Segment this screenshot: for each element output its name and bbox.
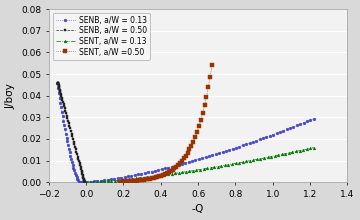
SENT, a/W =0.50 bbox=[138, 179, 143, 182]
SENT, a/W =0.50 bbox=[127, 180, 131, 182]
SENT, a/W =0.50 bbox=[144, 178, 148, 181]
SENT, a/W =0.50 bbox=[210, 64, 214, 66]
SENT, a/W = 0.13 bbox=[280, 153, 284, 156]
SENT, a/W =0.50 bbox=[201, 112, 205, 114]
SENB, a/W = 0.13 bbox=[180, 163, 184, 165]
SENT, a/W =0.50 bbox=[204, 95, 208, 98]
SENB, a/W = 0.13 bbox=[153, 169, 157, 172]
SENB, a/W = 0.50 bbox=[78, 166, 83, 169]
SENB, a/W = 0.13 bbox=[70, 161, 74, 163]
SENB, a/W = 0.13 bbox=[73, 172, 77, 174]
SENT, a/W = 0.13 bbox=[138, 177, 142, 179]
SENT, a/W =0.50 bbox=[135, 179, 139, 182]
SENT, a/W =0.50 bbox=[208, 75, 212, 78]
SENB, a/W = 0.50 bbox=[56, 81, 60, 84]
SENT, a/W =0.50 bbox=[136, 179, 141, 182]
SENT, a/W =0.50 bbox=[195, 131, 199, 133]
Line: SENT, a/W = 0.13: SENT, a/W = 0.13 bbox=[85, 146, 315, 184]
SENT, a/W =0.50 bbox=[197, 125, 201, 128]
SENT, a/W =0.50 bbox=[125, 180, 130, 183]
SENB, a/W = 0.50 bbox=[76, 155, 80, 158]
SENT, a/W =0.50 bbox=[140, 179, 144, 181]
SENT, a/W =0.50 bbox=[172, 167, 176, 169]
SENT, a/W =0.50 bbox=[155, 176, 159, 178]
SENT, a/W =0.50 bbox=[161, 174, 165, 176]
SENT, a/W =0.50 bbox=[153, 176, 158, 179]
SENB, a/W = 0.13 bbox=[288, 127, 292, 129]
SENT, a/W = 0.13 bbox=[201, 168, 206, 170]
X-axis label: -Q: -Q bbox=[192, 204, 204, 214]
SENB, a/W = 0.50 bbox=[77, 162, 82, 165]
SENT, a/W =0.50 bbox=[193, 136, 197, 138]
SENB, a/W = 0.13 bbox=[298, 123, 302, 125]
SENT, a/W =0.50 bbox=[176, 163, 180, 166]
SENT, a/W =0.50 bbox=[199, 119, 203, 121]
SENT, a/W =0.50 bbox=[163, 173, 167, 175]
SENT, a/W =0.50 bbox=[148, 177, 152, 180]
SENT, a/W =0.50 bbox=[187, 148, 192, 151]
SENT, a/W =0.50 bbox=[131, 180, 135, 182]
SENB, a/W = 0.50 bbox=[64, 112, 68, 114]
SENT, a/W =0.50 bbox=[121, 180, 126, 183]
SENT, a/W =0.50 bbox=[157, 175, 162, 178]
Line: SENB, a/W = 0.13: SENB, a/W = 0.13 bbox=[56, 81, 315, 184]
SENT, a/W =0.50 bbox=[167, 171, 171, 173]
SENT, a/W =0.50 bbox=[133, 180, 137, 182]
SENT, a/W =0.50 bbox=[165, 172, 169, 174]
SENT, a/W =0.50 bbox=[189, 144, 194, 147]
SENT, a/W =0.50 bbox=[150, 177, 154, 180]
Y-axis label: J/bσy: J/bσy bbox=[5, 83, 15, 109]
SENB, a/W = 0.13 bbox=[55, 81, 59, 84]
SENT, a/W = 0.13 bbox=[305, 148, 309, 150]
SENT, a/W = 0.13 bbox=[84, 181, 88, 183]
SENT, a/W =0.50 bbox=[159, 174, 163, 177]
SENB, a/W = 0.50 bbox=[76, 158, 81, 160]
Line: SENB, a/W = 0.50: SENB, a/W = 0.50 bbox=[57, 82, 86, 183]
SENT, a/W =0.50 bbox=[174, 165, 179, 168]
SENT, a/W =0.50 bbox=[120, 180, 124, 183]
SENT, a/W = 0.13 bbox=[152, 175, 156, 178]
SENB, a/W = 0.13 bbox=[312, 117, 316, 120]
SENT, a/W =0.50 bbox=[184, 154, 188, 157]
SENB, a/W = 0.13 bbox=[77, 181, 82, 183]
SENT, a/W = 0.13 bbox=[312, 146, 316, 149]
SENT, a/W = 0.13 bbox=[180, 171, 184, 174]
SENT, a/W =0.50 bbox=[146, 178, 150, 180]
SENT, a/W =0.50 bbox=[191, 140, 195, 143]
SENT, a/W =0.50 bbox=[202, 104, 207, 107]
SENT, a/W =0.50 bbox=[118, 180, 122, 183]
SENT, a/W =0.50 bbox=[178, 161, 182, 164]
SENT, a/W =0.50 bbox=[180, 160, 184, 162]
SENT, a/W =0.50 bbox=[185, 151, 190, 154]
SENT, a/W =0.50 bbox=[168, 170, 173, 172]
SENT, a/W =0.50 bbox=[129, 180, 133, 182]
SENT, a/W =0.50 bbox=[142, 178, 147, 181]
SENB, a/W = 0.50 bbox=[81, 174, 85, 177]
SENT, a/W =0.50 bbox=[123, 180, 127, 183]
Line: SENT, a/W =0.50: SENT, a/W =0.50 bbox=[118, 63, 214, 183]
SENT, a/W =0.50 bbox=[182, 157, 186, 160]
SENT, a/W =0.50 bbox=[170, 168, 175, 171]
SENT, a/W =0.50 bbox=[152, 176, 156, 179]
SENB, a/W = 0.50 bbox=[82, 181, 87, 183]
SENT, a/W =0.50 bbox=[206, 86, 211, 89]
Legend: SENB, a/W = 0.13, SENB, a/W = 0.50, SENT, a/W = 0.13, SENT, a/W =0.50: SENB, a/W = 0.13, SENB, a/W = 0.50, SENT… bbox=[53, 13, 150, 60]
